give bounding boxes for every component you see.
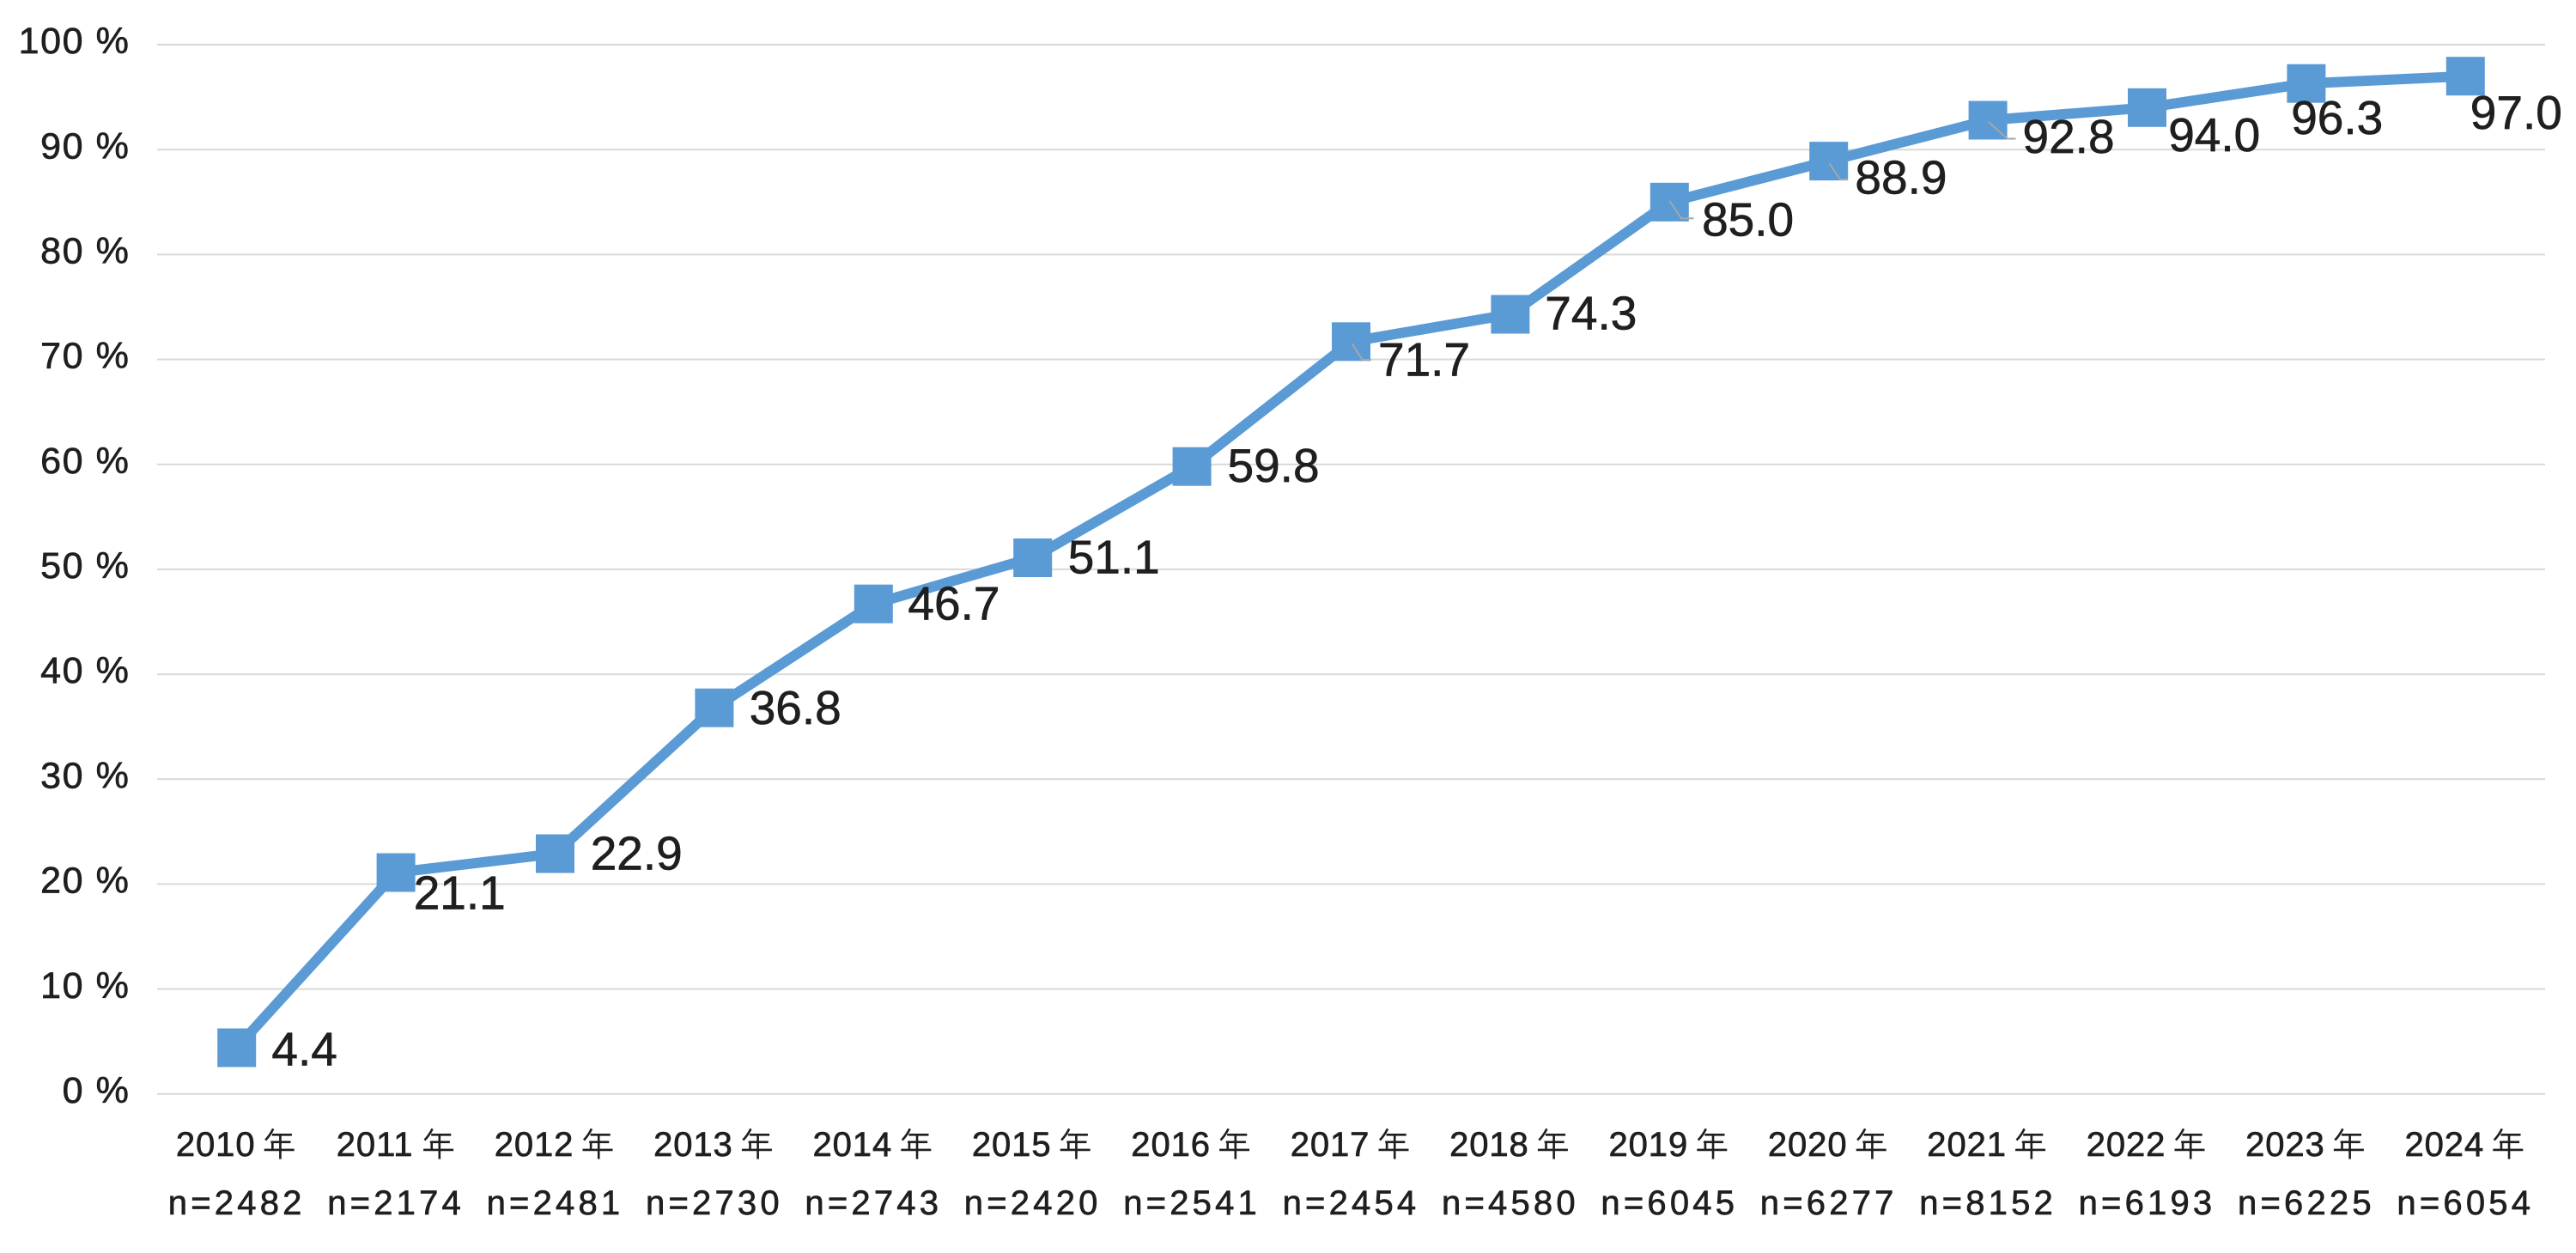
- svg-text:36.8: 36.8: [750, 681, 841, 734]
- svg-text:60 %: 60 %: [40, 441, 130, 482]
- svg-text:n=6225: n=6225: [2238, 1184, 2375, 1222]
- svg-text:90 %: 90 %: [40, 125, 130, 167]
- svg-text:40 %: 40 %: [40, 650, 130, 691]
- svg-text:59.8: 59.8: [1228, 439, 1320, 492]
- svg-text:2021: 2021: [1927, 1126, 2007, 1164]
- svg-text:n=2743: n=2743: [805, 1184, 942, 1222]
- svg-text:n=4580: n=4580: [1442, 1184, 1579, 1222]
- svg-text:n=2481: n=2481: [487, 1184, 624, 1222]
- svg-text:50 %: 50 %: [40, 545, 130, 587]
- svg-text:2017: 2017: [1291, 1126, 1370, 1164]
- svg-text:97.0: 97.0: [2470, 86, 2562, 139]
- svg-text:21.1: 21.1: [414, 867, 506, 920]
- svg-text:80 %: 80 %: [40, 231, 130, 272]
- svg-text:2010: 2010: [176, 1126, 256, 1164]
- svg-text:88.9: 88.9: [1855, 151, 1947, 204]
- svg-text:2024: 2024: [2405, 1126, 2485, 1164]
- svg-text:2020: 2020: [1768, 1126, 1848, 1164]
- svg-text:2016: 2016: [1131, 1126, 1211, 1164]
- svg-text:2022: 2022: [2087, 1126, 2166, 1164]
- svg-text:70 %: 70 %: [40, 336, 130, 377]
- svg-text:4.4: 4.4: [271, 1023, 337, 1076]
- svg-text:2018: 2018: [1449, 1126, 1529, 1164]
- svg-text:71.7: 71.7: [1378, 333, 1470, 386]
- svg-text:46.7: 46.7: [908, 576, 999, 630]
- svg-text:n=2730: n=2730: [646, 1184, 783, 1222]
- svg-text:2011: 2011: [337, 1126, 414, 1164]
- svg-text:2013: 2013: [653, 1126, 733, 1164]
- svg-text:n=2454: n=2454: [1283, 1184, 1420, 1222]
- svg-text:74.3: 74.3: [1545, 287, 1637, 340]
- svg-text:10 %: 10 %: [40, 965, 130, 1007]
- svg-text:n=6054: n=6054: [2397, 1184, 2534, 1222]
- svg-text:92.8: 92.8: [2023, 110, 2115, 163]
- svg-text:2015: 2015: [972, 1126, 1052, 1164]
- svg-text:51.1: 51.1: [1068, 530, 1160, 583]
- svg-text:2023: 2023: [2245, 1126, 2325, 1164]
- svg-text:n=2420: n=2420: [964, 1184, 1102, 1222]
- svg-text:22.9: 22.9: [591, 827, 683, 880]
- svg-text:30 %: 30 %: [40, 755, 130, 796]
- svg-text:2014: 2014: [813, 1126, 893, 1164]
- svg-text:20 %: 20 %: [40, 861, 130, 902]
- svg-text:94.0: 94.0: [2168, 108, 2260, 161]
- svg-text:85.0: 85.0: [1702, 192, 1794, 246]
- svg-text:n=6277: n=6277: [1760, 1184, 1898, 1222]
- svg-text:n=2482: n=2482: [168, 1184, 306, 1222]
- svg-text:n=6193: n=6193: [2079, 1184, 2216, 1222]
- svg-text:2012: 2012: [495, 1126, 574, 1164]
- svg-text:96.3: 96.3: [2291, 91, 2383, 144]
- svg-text:2019: 2019: [1609, 1126, 1689, 1164]
- svg-text:0 %: 0 %: [63, 1070, 131, 1111]
- svg-text:n=2541: n=2541: [1123, 1184, 1261, 1222]
- svg-text:100 %: 100 %: [19, 21, 131, 62]
- svg-text:n=8152: n=8152: [1919, 1184, 2057, 1222]
- svg-text:n=2174: n=2174: [327, 1184, 465, 1222]
- svg-text:n=6045: n=6045: [1601, 1184, 1738, 1222]
